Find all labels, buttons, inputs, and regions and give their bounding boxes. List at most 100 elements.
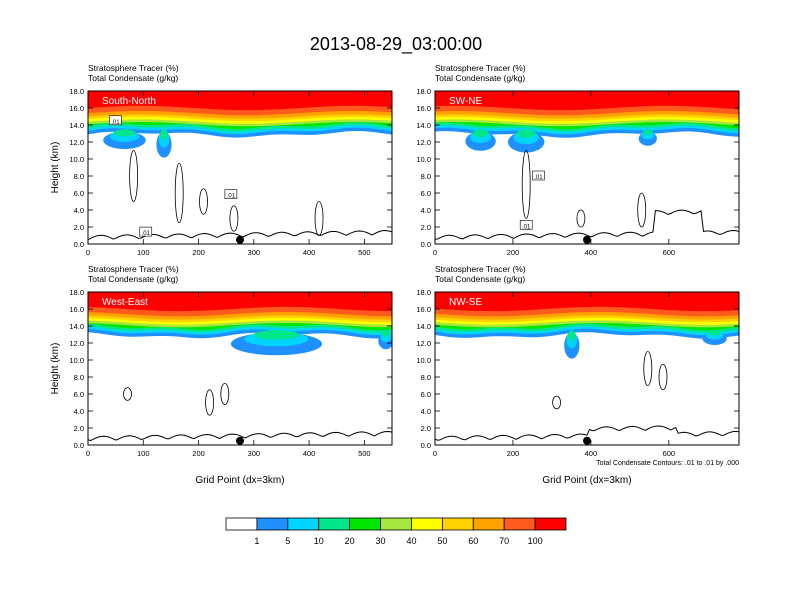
y-tick-label: 8.0: [74, 373, 84, 382]
tracer-intrusion: [382, 330, 390, 338]
plot-area: [88, 91, 392, 244]
x-tick-label: 500: [358, 248, 371, 257]
y-tick-label: 12.0: [69, 339, 84, 348]
contour-label: .01: [522, 224, 531, 230]
panel-title-tracer: Stratosphere Tracer (%): [435, 63, 526, 73]
panel-label: SW-NE: [449, 96, 482, 107]
tracer-intrusion: [253, 330, 300, 340]
x-tick-label: 300: [248, 449, 261, 458]
y-tick-label: 4.0: [421, 407, 431, 416]
x-tick-label: 0: [86, 248, 90, 257]
condensate-contour: [521, 150, 531, 219]
colorbar-label: 10: [314, 536, 324, 546]
condensate-contour: [314, 201, 324, 236]
y-tick-label: 6.0: [421, 189, 431, 198]
contour-label-box: [109, 115, 122, 126]
contour-label-box: [519, 220, 533, 230]
panel-title-tracer: Stratosphere Tracer (%): [435, 264, 526, 274]
colorbar-swatch: [411, 517, 443, 531]
contour-footnote: Total Condensate Contours: .01 to .01 by…: [596, 460, 739, 467]
y-tick-label: 4.0: [74, 407, 84, 416]
x-tick-label: 0: [433, 449, 437, 458]
tracer-intrusion: [113, 129, 136, 137]
colorbar-swatch: [256, 517, 289, 531]
y-tick-label: 14.0: [69, 322, 84, 331]
colorbar-label: 30: [376, 536, 386, 546]
colorbar-swatch: [225, 517, 258, 531]
location-marker: [236, 436, 244, 445]
colorbar-swatch: [318, 517, 351, 531]
x-tick-label: 100: [137, 449, 150, 458]
y-tick-label: 2.0: [421, 424, 431, 433]
x-tick-label: 0: [86, 449, 90, 458]
y-tick-label: 8.0: [421, 172, 431, 181]
location-marker: [583, 235, 591, 244]
y-tick-label: 10.0: [416, 155, 431, 164]
condensate-contour: [174, 162, 184, 224]
colorbar-swatch: [503, 517, 536, 531]
y-tick-label: 0.0: [421, 240, 431, 249]
plot-area: [88, 292, 392, 445]
y-tick-label: 10.0: [69, 356, 84, 365]
condensate-contour: [229, 205, 239, 232]
contour-label: .01: [534, 175, 543, 181]
y-tick-label: 16.0: [416, 104, 431, 113]
colorbar-label: 20: [345, 536, 355, 546]
y-tick-label: 0.0: [74, 441, 84, 450]
condensate-contour: [199, 188, 208, 215]
contour-label-box: [139, 226, 153, 237]
y-tick-label: 2.0: [74, 424, 84, 433]
contour-label: .01: [142, 231, 151, 237]
y-tick-label: 16.0: [69, 305, 84, 314]
colorbar-swatch: [349, 517, 381, 531]
colorbar-label: 1: [254, 536, 259, 546]
colorbar-label: 70: [499, 536, 509, 546]
colorbar-swatch: [534, 517, 567, 531]
y-tick-label: 10.0: [69, 155, 84, 164]
colorbar-swatch: [472, 517, 505, 531]
x-tick-label: 0: [433, 248, 437, 257]
x-tick-label: 100: [137, 248, 150, 257]
x-tick-label: 200: [507, 248, 520, 257]
condensate-contour: [576, 209, 586, 228]
y-tick-label: 18.0: [416, 87, 431, 96]
contour-label: .01: [111, 120, 120, 126]
figure-title: 2013-08-29_03:00:00: [310, 34, 482, 55]
x-tick-label: 400: [585, 449, 598, 458]
x-tick-label: 200: [192, 449, 205, 458]
y-tick-label: 6.0: [74, 189, 84, 198]
panel-title-condensate: Total Condensate (g/kg): [88, 274, 178, 284]
tracer-layer: [435, 292, 739, 312]
panel-title-tracer: Stratosphere Tracer (%): [88, 63, 179, 73]
y-axis-label: Height (km): [50, 343, 61, 395]
colorbar-swatch: [287, 517, 320, 531]
tracer-intrusion: [708, 330, 721, 336]
colorbar-label: 100: [528, 536, 543, 546]
condensate-contour: [123, 387, 132, 401]
plot-area: [435, 91, 739, 244]
plot-frame: [87, 291, 393, 446]
condensate-contour: [129, 150, 139, 202]
panel-south-north: South-North .01 .01 .01 Stratosphere Tracer …: [50, 63, 393, 257]
condensate-contour: [637, 192, 647, 228]
x-tick-label: 200: [507, 449, 520, 458]
tracer-layer: [435, 91, 739, 111]
terrain-line: [88, 229, 392, 241]
tracer-intrusion: [568, 330, 576, 341]
condensate-contour: [205, 389, 215, 416]
location-marker: [236, 235, 244, 244]
y-tick-label: 4.0: [74, 206, 84, 215]
y-tick-label: 12.0: [69, 138, 84, 147]
colorbar-label: 50: [437, 536, 447, 546]
tracer-intrusion: [473, 129, 489, 138]
terrain-line: [88, 430, 392, 442]
y-tick-label: 16.0: [416, 305, 431, 314]
tracer-layer: [88, 292, 392, 312]
y-tick-label: 6.0: [421, 390, 431, 399]
plot-frame: [87, 90, 393, 245]
tracer-intrusion: [643, 129, 653, 136]
x-tick-label: 400: [303, 248, 316, 257]
plot-area: [435, 292, 739, 445]
y-tick-label: 18.0: [416, 288, 431, 297]
y-tick-label: 10.0: [416, 356, 431, 365]
